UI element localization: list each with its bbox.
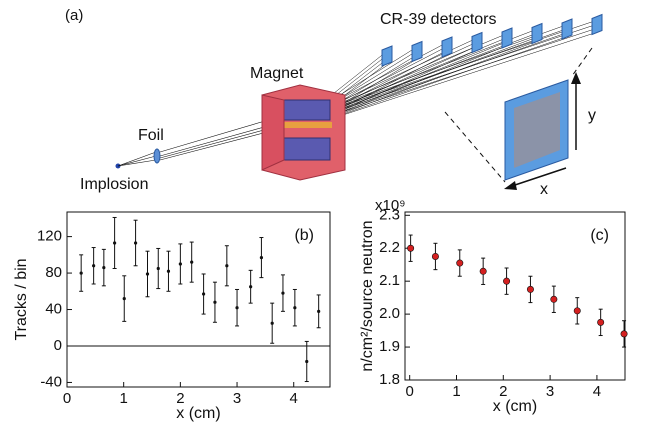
y-tick-label: 2.0 xyxy=(379,305,400,322)
multiplier: x10⁹ xyxy=(375,197,406,214)
point xyxy=(550,295,558,303)
y-axis-label: n/cm²/source neutron xyxy=(359,220,376,371)
y-tick-label: 2.2 xyxy=(379,239,400,256)
foil xyxy=(153,148,161,164)
point xyxy=(526,285,534,293)
ray xyxy=(299,20,597,121)
panel-label: (a) xyxy=(65,7,83,24)
point xyxy=(249,285,253,289)
point xyxy=(133,241,138,245)
point xyxy=(456,259,464,267)
plot-frame xyxy=(66,211,331,388)
detector xyxy=(531,22,543,45)
detector-zoom: y x xyxy=(444,47,596,198)
detector xyxy=(441,36,453,58)
y-tick-label: 0 xyxy=(54,337,62,354)
point xyxy=(235,306,239,310)
x-tick-label: 1 xyxy=(452,383,460,400)
axis-label: y xyxy=(588,107,596,124)
panel-label: (b) xyxy=(294,227,314,244)
y-axis-label: Tracks / bin xyxy=(13,258,30,340)
detector xyxy=(591,13,603,36)
point xyxy=(213,300,217,304)
point xyxy=(156,266,160,271)
point xyxy=(431,252,439,260)
point xyxy=(281,291,285,295)
point xyxy=(305,359,309,364)
y-tick-label: 1.8 xyxy=(379,371,400,388)
y-tick-label: 2.1 xyxy=(379,272,400,289)
point xyxy=(597,318,605,326)
y-tick-label: 1.9 xyxy=(379,338,400,355)
point xyxy=(145,272,150,276)
x-tick-label: 1 xyxy=(120,390,128,407)
point xyxy=(102,265,106,270)
axis-label: x xyxy=(540,181,548,198)
x-tick-label: 4 xyxy=(290,390,298,407)
point xyxy=(79,271,83,275)
point xyxy=(122,296,126,301)
label: Foil xyxy=(138,127,164,144)
y-tick-label: -40 xyxy=(40,373,62,390)
x-tick-label: 0 xyxy=(63,390,71,407)
ray xyxy=(299,28,597,127)
y-tick-label: 40 xyxy=(45,300,62,317)
point xyxy=(317,309,321,313)
label: Magnet xyxy=(250,65,304,82)
point xyxy=(178,262,182,266)
point xyxy=(259,255,264,260)
point xyxy=(190,260,194,264)
detector xyxy=(501,27,513,49)
panel-label: (c) xyxy=(590,227,609,244)
x-tick-label: 4 xyxy=(593,383,601,400)
x-tick-label: 2 xyxy=(176,390,184,407)
point xyxy=(620,330,628,338)
diagram: (a) CR-39 detectors Magnet Foil Implosio… xyxy=(65,7,603,198)
x-axis-label: x (cm) xyxy=(176,405,220,422)
point xyxy=(573,307,581,315)
x-tick-label: 2 xyxy=(499,383,507,400)
x-axis-label: x (cm) xyxy=(493,398,537,415)
ray xyxy=(299,24,597,124)
point xyxy=(202,292,206,296)
detectors xyxy=(381,13,603,67)
y-tick-label: 120 xyxy=(37,228,62,245)
point xyxy=(503,277,511,285)
point xyxy=(166,269,171,273)
detector xyxy=(471,31,483,54)
x-tick-label: 0 xyxy=(406,383,414,400)
point xyxy=(479,267,487,275)
magnet xyxy=(261,84,346,181)
x-tick-label: 3 xyxy=(233,390,241,407)
detector xyxy=(561,18,573,40)
label: CR-39 detectors xyxy=(380,11,497,28)
y-tick-label: 2.3 xyxy=(379,206,400,223)
point xyxy=(407,244,415,252)
x-tick-label: 3 xyxy=(546,383,554,400)
point xyxy=(293,306,297,310)
y-tick-label: 80 xyxy=(45,264,62,281)
point xyxy=(270,321,274,325)
plot-frame xyxy=(404,211,626,381)
point xyxy=(113,241,117,245)
point xyxy=(92,264,96,268)
point xyxy=(225,264,229,268)
label: Implosion xyxy=(80,176,148,193)
detector xyxy=(381,45,393,67)
ray xyxy=(299,32,597,130)
detector xyxy=(411,40,423,63)
rays xyxy=(117,117,276,167)
